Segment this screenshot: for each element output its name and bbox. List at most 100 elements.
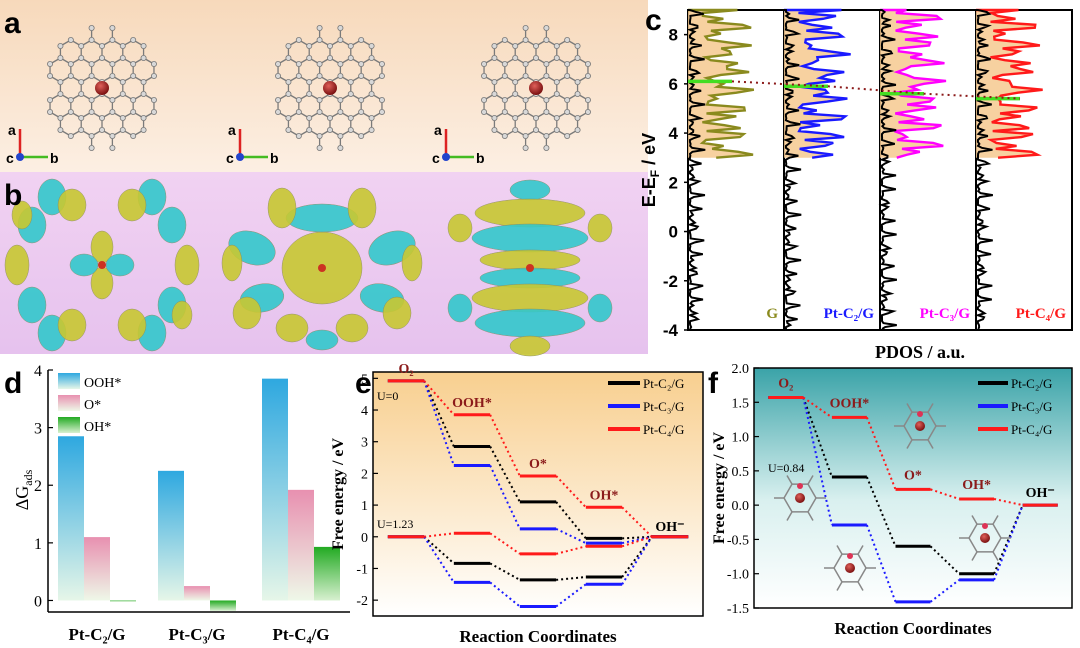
carbon-atom <box>512 91 519 98</box>
legend-label: OOH* <box>84 376 121 391</box>
carbon-atom <box>553 79 560 86</box>
pt-atom <box>526 264 534 272</box>
carbon-atom <box>501 73 508 80</box>
panel-f: 2.0 1.5 1.0 0.5 0.0 -0.5 -1.0 -1.5 Free energy /… <box>708 362 1073 638</box>
axis-a-label: a <box>228 122 236 138</box>
y-tick-label: 0 <box>361 531 368 546</box>
y-tick-label: -0.5 <box>727 533 749 548</box>
x-axis-label: Reaction Coordinates <box>459 627 617 646</box>
bond <box>927 411 937 427</box>
pt-atom <box>98 261 106 269</box>
bar-O <box>184 586 210 601</box>
carbon-atom <box>378 97 385 104</box>
carbon-atom <box>533 115 540 122</box>
y-tick-label: 0 <box>669 223 678 242</box>
carbon-atom <box>543 144 550 151</box>
charge-depletion <box>509 179 551 201</box>
carbon-atom <box>78 115 85 122</box>
series-label: G <box>766 306 778 322</box>
carbon-atom <box>358 132 365 139</box>
carbon-atom <box>512 127 519 134</box>
pdos-series-line <box>880 8 947 159</box>
y-tick-label: 0.0 <box>732 499 750 514</box>
series-label: Pt-C₄/G <box>1016 306 1067 322</box>
carbon-atom <box>316 109 323 116</box>
charge-accumulation <box>117 188 147 222</box>
bar-OOH <box>58 436 84 601</box>
carbon-atom <box>130 109 137 116</box>
oxygen-atom <box>982 523 988 529</box>
pt-atom <box>323 81 337 95</box>
carbon-atom <box>533 127 540 134</box>
carbon-atom <box>522 97 529 104</box>
carbon-atom <box>99 55 106 62</box>
bond <box>783 483 793 499</box>
carbon-atom <box>140 43 147 50</box>
carbon-atom <box>57 79 64 86</box>
carbon-atom <box>337 37 344 44</box>
carbon-atom <box>501 109 508 116</box>
carbon-atom <box>150 73 157 80</box>
bond <box>927 425 937 441</box>
pt-atom <box>795 493 805 503</box>
y-tick-label: 2.0 <box>732 362 750 377</box>
y-tick-label: 2 <box>669 173 678 192</box>
charge-accumulation <box>4 244 30 286</box>
energy-connector <box>489 532 521 555</box>
charge-accumulation <box>509 335 551 357</box>
legend-label: Pt-C₂/G <box>643 376 684 391</box>
charge-accumulation <box>174 244 200 286</box>
energy-connector <box>489 562 521 581</box>
carbon-atom <box>326 127 333 134</box>
carbon-atom <box>295 132 302 139</box>
bar-OH <box>210 600 236 611</box>
carbon-atom <box>78 127 85 134</box>
y-tick-label: -1.5 <box>727 602 749 617</box>
carbon-atom <box>99 127 106 134</box>
carbon-atom <box>57 115 64 122</box>
carbon-atom <box>109 37 116 44</box>
carbon-atom <box>130 97 137 104</box>
carbon-atom <box>316 73 323 80</box>
bond <box>857 567 867 583</box>
pdos-series-line <box>976 8 1043 159</box>
carbon-atom <box>295 73 302 80</box>
energy-connector <box>993 504 1024 575</box>
carbon-atom <box>57 127 64 134</box>
charge-density-difference <box>4 178 613 357</box>
energy-connector <box>621 506 653 538</box>
carbon-atom <box>481 109 488 116</box>
energy-connector <box>993 504 1024 581</box>
energy-connector <box>555 475 587 508</box>
pdos-total-line <box>974 9 993 330</box>
bond <box>927 439 934 449</box>
carbon-atom <box>326 43 333 50</box>
carbon-atom <box>512 115 519 122</box>
charge-accumulation <box>267 187 297 229</box>
carbon-atom <box>109 144 116 151</box>
energy-connector <box>423 536 455 583</box>
carbon-atom <box>368 79 375 86</box>
bond <box>927 403 934 413</box>
carbon-atom <box>78 91 85 98</box>
carbon-atom <box>522 37 529 44</box>
bond <box>836 545 843 555</box>
carbon-atom <box>337 61 344 68</box>
oxygen-atom <box>847 553 853 559</box>
carbon-atom <box>275 73 282 80</box>
pdos-total-line <box>782 9 802 330</box>
bar-O <box>288 489 314 601</box>
annotation-u: U=1.23 <box>377 517 413 531</box>
carbon-atom <box>109 97 116 104</box>
y-tick-label: -1.0 <box>727 568 749 583</box>
step-label: OOH* <box>830 396 870 411</box>
carbon-atom <box>316 37 323 44</box>
carbon-atom <box>564 61 571 68</box>
bond <box>906 403 913 413</box>
charge-accumulation <box>474 198 586 228</box>
charge-accumulation <box>117 308 147 342</box>
carbon-atom <box>285 79 292 86</box>
charge-depletion <box>587 293 613 323</box>
carbon-atom <box>574 79 581 86</box>
